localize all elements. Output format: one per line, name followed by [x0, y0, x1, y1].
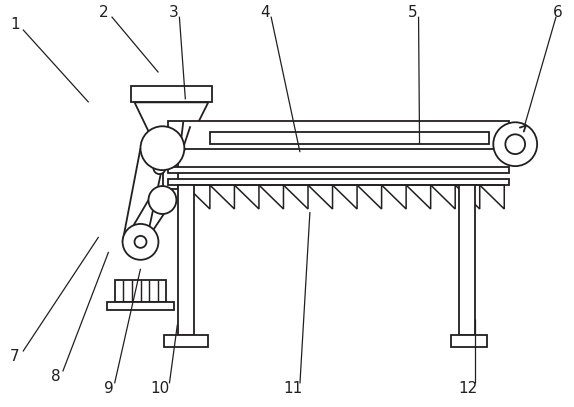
- Bar: [164, 162, 179, 189]
- Bar: [168, 167, 509, 173]
- Bar: [130, 86, 212, 102]
- Polygon shape: [134, 102, 208, 162]
- Bar: [210, 132, 489, 144]
- Circle shape: [123, 224, 158, 260]
- Circle shape: [153, 162, 165, 174]
- Text: 12: 12: [459, 381, 478, 396]
- Bar: [107, 302, 174, 310]
- Bar: [115, 280, 166, 302]
- Text: 10: 10: [151, 381, 170, 396]
- Text: 4: 4: [260, 5, 270, 20]
- Text: 3: 3: [169, 5, 179, 20]
- Text: 8: 8: [51, 369, 61, 384]
- Text: 5: 5: [408, 5, 417, 20]
- Circle shape: [505, 134, 525, 154]
- Text: 7: 7: [10, 349, 20, 364]
- Bar: [459, 185, 475, 335]
- Bar: [451, 335, 487, 346]
- Text: 6: 6: [553, 5, 563, 20]
- Text: 2: 2: [99, 5, 108, 20]
- Bar: [179, 185, 195, 335]
- Circle shape: [134, 236, 146, 248]
- Bar: [168, 121, 509, 149]
- Bar: [164, 335, 208, 346]
- Text: 1: 1: [10, 17, 20, 32]
- Circle shape: [493, 122, 537, 166]
- Bar: [168, 179, 509, 185]
- Circle shape: [149, 186, 176, 214]
- Text: 11: 11: [284, 381, 302, 396]
- Circle shape: [141, 126, 184, 170]
- Text: 9: 9: [104, 381, 114, 396]
